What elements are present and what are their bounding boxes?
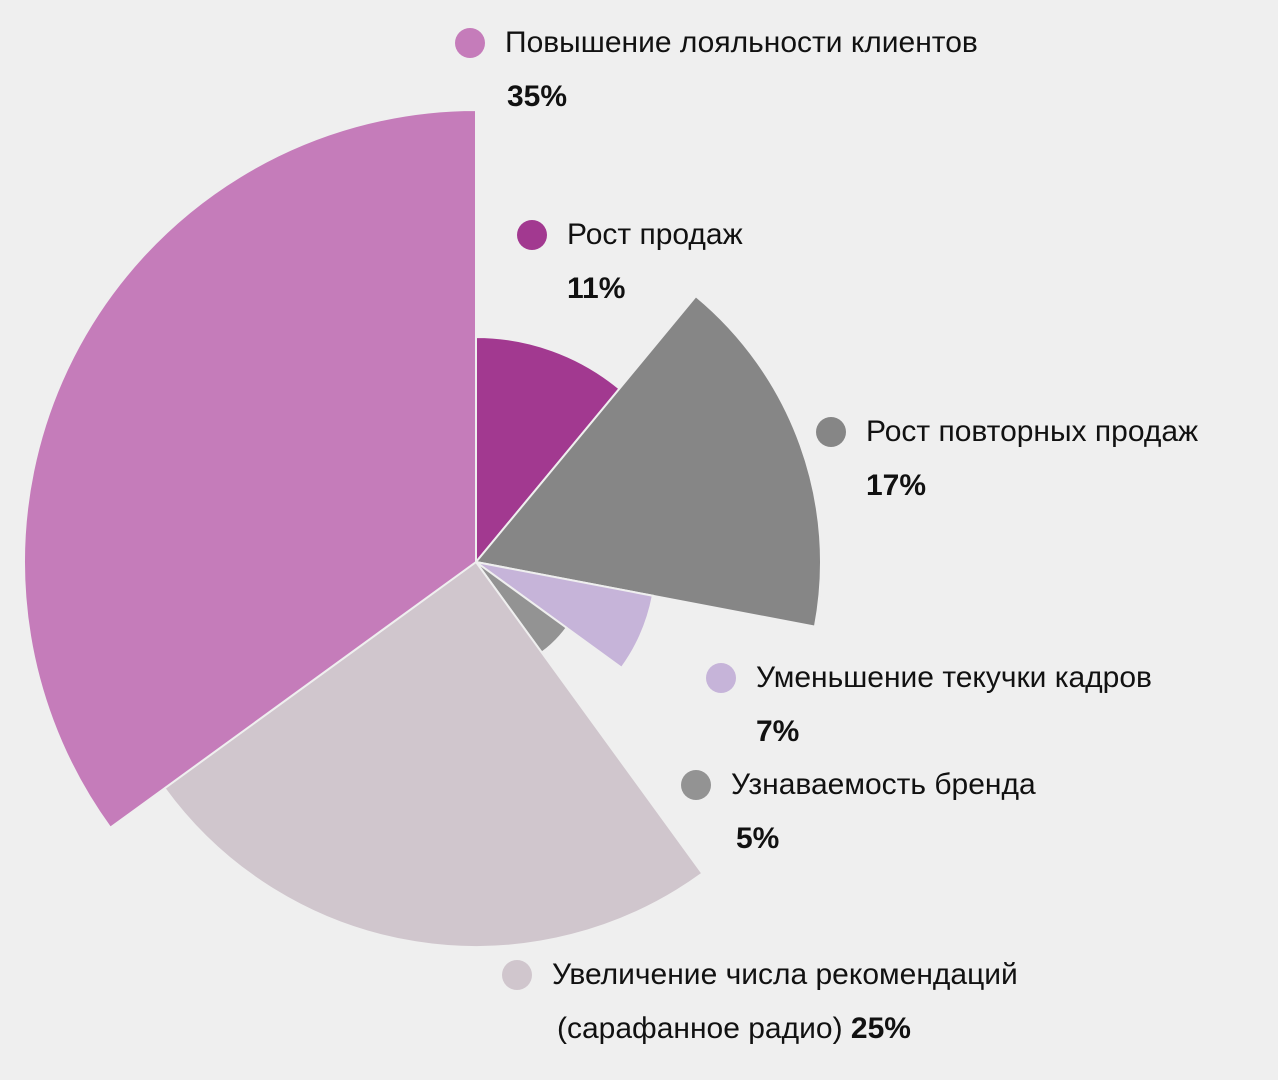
legend-label-loyalty: Повышение лояльности клиентов	[505, 26, 978, 59]
pie-slice-sales	[475, 335, 621, 565]
legend-dot-sales	[517, 220, 547, 250]
legend-item-repeat-sales: Рост повторных продаж 17%	[816, 414, 1198, 504]
legend-value-repeat-sales: 17%	[866, 469, 927, 502]
legend-item-sales: Рост продаж 11%	[517, 217, 743, 307]
pie-slice-recommendations	[163, 560, 704, 948]
legend-value-brand: 5%	[736, 822, 780, 855]
legend-label-brand: Узнаваемость бренда	[731, 768, 1036, 801]
legend-label-recommendations-sub: (сарафанное радио)	[557, 1012, 843, 1045]
legend-item-turnover: Уменьшение текучки кадров 7%	[706, 660, 1152, 750]
legend-item-loyalty: Повышение лояльности клиентов 35%	[455, 25, 978, 115]
legend-value-recommendations: 25%	[850, 1012, 911, 1045]
legend-value-turnover: 7%	[756, 715, 800, 748]
legend-label-recommendations: Увеличение числа рекомендаций	[552, 958, 1018, 991]
legend-dot-recommendations	[502, 960, 532, 990]
legend-dot-repeat-sales	[816, 417, 846, 447]
legend-label-repeat-sales: Рост повторных продаж	[866, 415, 1199, 448]
legend-label-sales: Рост продаж	[567, 218, 743, 251]
legend-value-loyalty: 35%	[507, 80, 568, 113]
legend-label-recommendations-line2: (сарафанное радио) 25%	[557, 1011, 1018, 1047]
legend-item-brand: Узнаваемость бренда 5%	[681, 767, 1036, 857]
pie-slice-turnover	[475, 561, 654, 670]
legend-dot-brand	[681, 770, 711, 800]
legend-item-recommendations: Увеличение числа рекомендаций (сарафанно…	[502, 957, 1018, 1047]
legend-dot-loyalty	[455, 28, 485, 58]
legend-value-sales: 11%	[567, 272, 626, 305]
legend-label-turnover: Уменьшение текучки кадров	[756, 661, 1152, 694]
legend-dot-turnover	[706, 663, 736, 693]
pie-slice-loyalty	[23, 108, 477, 830]
pie-slice-repeat-sales	[474, 294, 822, 628]
